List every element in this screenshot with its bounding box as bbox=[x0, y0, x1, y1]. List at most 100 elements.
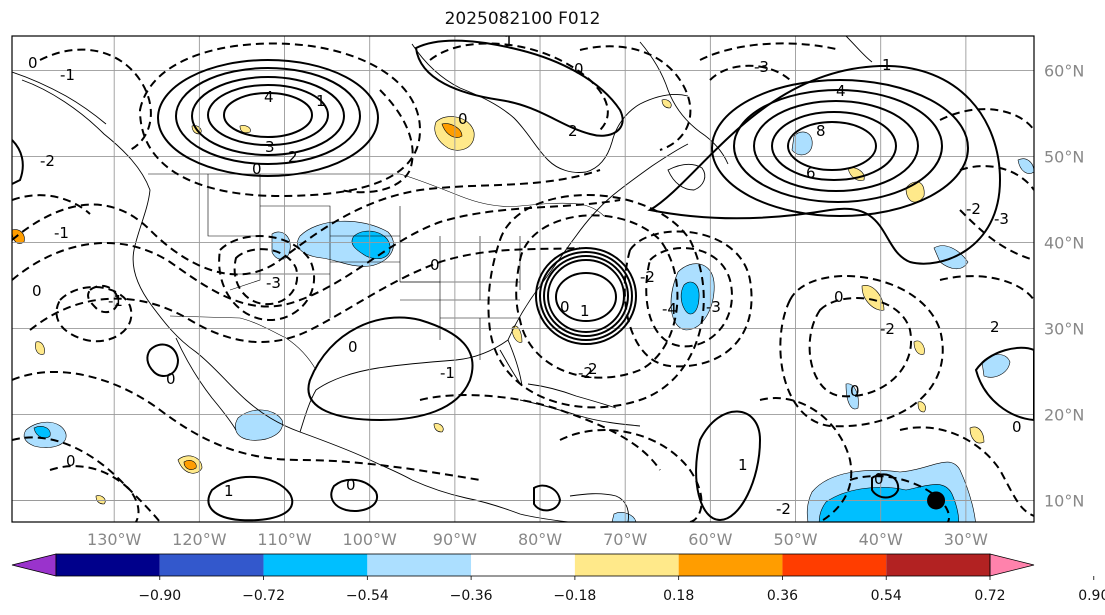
shade-yellow-florida bbox=[511, 325, 523, 343]
contour-label: -1 bbox=[54, 224, 69, 242]
colorbar-tick-label: 0.54 bbox=[871, 588, 902, 604]
contour-neg-north-ca bbox=[429, 42, 609, 131]
shade-light-blue-east bbox=[933, 245, 969, 270]
contour-label: -3 bbox=[994, 210, 1009, 228]
colorbar-tick-label: −0.36 bbox=[450, 588, 493, 604]
lon-tick-label: 100°W bbox=[343, 530, 398, 549]
contour-label: 0 bbox=[430, 256, 440, 274]
colorbar-segment bbox=[678, 554, 783, 576]
contour-label: 6 bbox=[806, 164, 816, 182]
contour-neg-pacific-3 bbox=[12, 436, 161, 522]
coastline-hudson bbox=[411, 43, 689, 173]
contour-label: -2 bbox=[776, 500, 791, 518]
contour-pacific-loop bbox=[207, 476, 294, 522]
coastline-greenland bbox=[845, 36, 873, 63]
contour-neg-east-2 bbox=[959, 165, 1034, 191]
contour-high-east-4 bbox=[753, 100, 919, 192]
contour-neg-north-ca2 bbox=[579, 45, 692, 151]
contour-hurricane-2 bbox=[539, 251, 633, 341]
contour-neg-pacific-2 bbox=[12, 371, 481, 481]
negative-contours bbox=[12, 42, 1034, 522]
shade-yellow-caribbean bbox=[433, 423, 444, 433]
shade-yellow-sm3 bbox=[661, 99, 672, 109]
contour-label: 0 bbox=[166, 370, 176, 388]
lat-tick-label: 50°N bbox=[1044, 147, 1084, 166]
lon-tick-label: 70°W bbox=[603, 530, 647, 549]
lat-tick-label: 10°N bbox=[1044, 491, 1084, 510]
colorbar-segment bbox=[574, 554, 679, 576]
shade-yellow-east-atl bbox=[905, 181, 925, 203]
contour-label: -2 bbox=[40, 152, 55, 170]
colorbar-tick-label: −0.18 bbox=[553, 588, 596, 604]
contour-neg-pacific-1 bbox=[55, 286, 133, 343]
shade-orange-gulf-pacific bbox=[183, 460, 197, 470]
contour-neg-plains-2 bbox=[233, 248, 299, 306]
contour-label: -2 bbox=[578, 364, 593, 382]
shade-blue-atlantic bbox=[680, 281, 700, 315]
lon-tick-label: 120°W bbox=[172, 530, 227, 549]
lon-tick-label: 130°W bbox=[87, 530, 142, 549]
contour-zero-center bbox=[146, 343, 180, 377]
contour-label: 2 bbox=[990, 318, 1000, 336]
contour-label: -2 bbox=[966, 200, 981, 218]
colorbar: −0.90 −0.72 −0.54 −0.36 −0.18 0.18 0.36 0.54 0.7… bbox=[11, 553, 1105, 604]
contour-neg-mid-pac bbox=[12, 194, 91, 215]
position-marker bbox=[927, 491, 946, 510]
contour-label: 4 bbox=[836, 82, 846, 100]
contour-neg-tropics-2 bbox=[759, 397, 853, 522]
contour-label: 0 bbox=[560, 298, 570, 316]
contour-neg-plains-1 bbox=[218, 235, 316, 322]
border-canada-us bbox=[148, 173, 605, 217]
contour-label: 0 bbox=[32, 282, 42, 300]
lat-tick-label: 60°N bbox=[1044, 61, 1084, 80]
contour-label: -3 bbox=[706, 298, 721, 316]
contour-neg-west-small bbox=[87, 284, 120, 314]
contour-label: 0 bbox=[28, 54, 38, 72]
contour-hurricane-3 bbox=[543, 255, 629, 337]
contour-neg-greenland bbox=[699, 42, 841, 61]
contour-high-west-4 bbox=[207, 84, 329, 146]
shade-light-blue-north-atl bbox=[791, 131, 813, 156]
positive-contours bbox=[12, 39, 1034, 522]
lon-tick-label: 110°W bbox=[257, 530, 312, 549]
contour-label: 0 bbox=[1012, 418, 1022, 436]
contour-label: -3 bbox=[266, 274, 281, 292]
shade-yellow-sm1 bbox=[913, 340, 925, 355]
map-canvas: 4 3 2 1 0 4 6 8 1 2 0 0 1 0 -2 -2 -4 -3 … bbox=[12, 36, 1034, 522]
contour-neg-north-pac-2 bbox=[339, 89, 414, 194]
contour-label: 2 bbox=[288, 148, 298, 166]
coastline-south-am bbox=[569, 493, 629, 522]
colorbar-tick-label: −0.90 bbox=[138, 588, 181, 604]
contour-neg-east-mid bbox=[939, 275, 1034, 301]
contour-tropic-loop bbox=[871, 473, 900, 499]
colorbar-tick-label: −0.72 bbox=[242, 588, 285, 604]
colorbar-tick-label: 0.36 bbox=[767, 588, 798, 604]
contour-neg-hurricane-ring2 bbox=[487, 194, 705, 409]
lon-tick-label: 30°W bbox=[944, 530, 988, 549]
lat-tick-label: 40°N bbox=[1044, 233, 1084, 252]
shade-blue-pacific bbox=[33, 426, 51, 439]
colorbar-tick-label: 0.72 bbox=[974, 588, 1005, 604]
shade-yellow-azores-sm bbox=[917, 401, 926, 413]
border-us-mexico bbox=[169, 315, 317, 371]
contour-high-west-2 bbox=[175, 67, 361, 165]
contour-neg-east-1 bbox=[939, 108, 1034, 131]
contour-neg-east-3 bbox=[959, 209, 1034, 261]
contour-label: -2 bbox=[880, 320, 895, 338]
coastline-central-am bbox=[411, 479, 569, 522]
lon-tick-label: 50°W bbox=[773, 530, 817, 549]
contour-neg-hurricane-ring bbox=[515, 214, 679, 379]
colorbar-segment bbox=[471, 554, 575, 576]
colorbar-tick-label: 0.90 bbox=[1078, 588, 1105, 604]
contour-ne-loop bbox=[414, 39, 624, 137]
colorbar-segment bbox=[56, 554, 160, 576]
lon-tick-label: 60°W bbox=[688, 530, 732, 549]
longitude-labels: 130°W 120°W 110°W 100°W 90°W 80°W 70°W 60°W 50°W… bbox=[87, 530, 988, 549]
contour-high-west-1 bbox=[157, 59, 379, 177]
lon-tick-label: 80°W bbox=[518, 530, 562, 549]
shade-orange-canada bbox=[441, 123, 463, 138]
contour-label: -1 bbox=[440, 364, 455, 382]
contour-hurricane-5 bbox=[555, 272, 617, 322]
contour-zero-small2 bbox=[533, 484, 562, 512]
